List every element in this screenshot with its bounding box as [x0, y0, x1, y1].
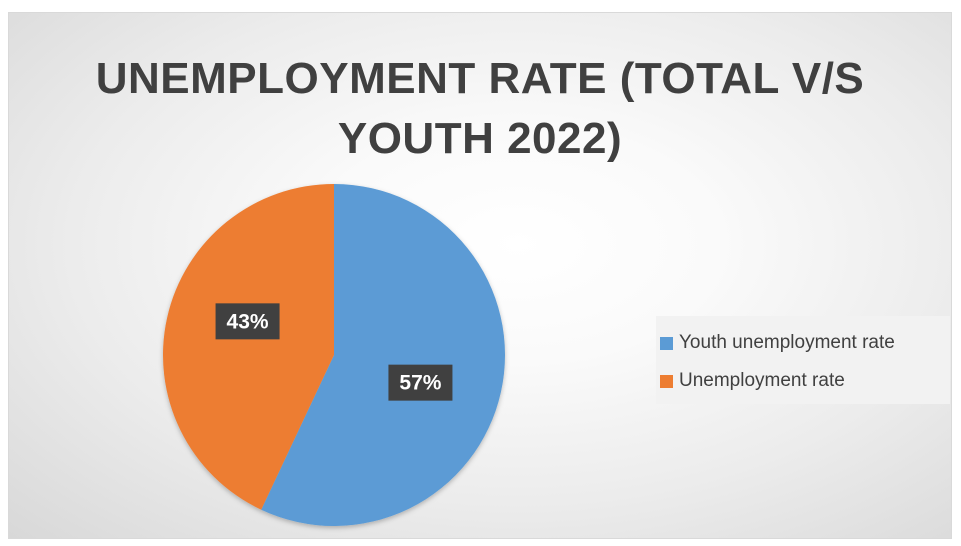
chart-title-line-1: UNEMPLOYMENT RATE (TOTAL V/S — [95, 54, 865, 103]
legend-label-youth: Youth unemployment rate — [679, 332, 895, 353]
legend-swatch-total — [660, 374, 673, 388]
legend-label-total: Unemployment rate — [679, 370, 845, 391]
legend-item-youth: Youth unemployment rate — [660, 324, 950, 362]
chart-legend: Youth unemployment rate Unemployment rat… — [656, 316, 950, 404]
legend-swatch-youth — [660, 336, 673, 350]
chart-title: UNEMPLOYMENT RATE (TOTAL V/S YOUTH 2022) — [9, 49, 951, 169]
pie-slice-total — [163, 184, 334, 510]
svg-text:43%: 43% — [227, 310, 269, 333]
svg-text:57%: 57% — [399, 372, 441, 395]
data-label-total: 43% — [215, 303, 280, 340]
chart-area: UNEMPLOYMENT RATE (TOTAL V/S YOUTH 2022) — [8, 12, 952, 539]
legend-item-total: Unemployment rate — [660, 362, 950, 400]
data-label-youth: 57% — [388, 364, 453, 401]
pie-slice-youth — [261, 184, 505, 526]
chart-title-line-2: YOUTH 2022) — [337, 114, 623, 163]
